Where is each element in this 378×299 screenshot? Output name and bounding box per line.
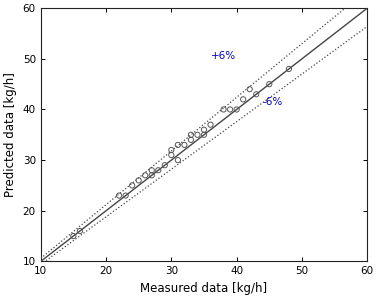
Point — [220, 107, 226, 112]
Point — [181, 143, 187, 147]
Point — [227, 107, 233, 112]
Point — [175, 143, 181, 147]
Point — [286, 67, 292, 71]
Point — [247, 87, 253, 91]
Point — [77, 229, 83, 234]
Point — [149, 173, 155, 178]
Point — [162, 163, 168, 167]
Point — [168, 148, 174, 152]
Point — [188, 138, 194, 142]
X-axis label: Measured data [kg/h]: Measured data [kg/h] — [141, 282, 268, 295]
Point — [234, 107, 240, 112]
Point — [129, 183, 135, 188]
Point — [155, 168, 161, 173]
Text: -6%: -6% — [263, 97, 283, 107]
Point — [116, 193, 122, 198]
Point — [208, 122, 214, 127]
Point — [201, 132, 207, 137]
Point — [70, 234, 76, 239]
Point — [122, 193, 129, 198]
Point — [188, 132, 194, 137]
Text: +6%: +6% — [211, 51, 235, 61]
Point — [201, 127, 207, 132]
Point — [240, 97, 246, 102]
Point — [253, 92, 259, 97]
Point — [194, 132, 200, 137]
Point — [142, 173, 148, 178]
Point — [149, 168, 155, 173]
Point — [136, 178, 142, 183]
Point — [168, 153, 174, 158]
Y-axis label: Predicted data [kg/h]: Predicted data [kg/h] — [4, 72, 17, 197]
Point — [175, 158, 181, 163]
Point — [266, 82, 272, 86]
